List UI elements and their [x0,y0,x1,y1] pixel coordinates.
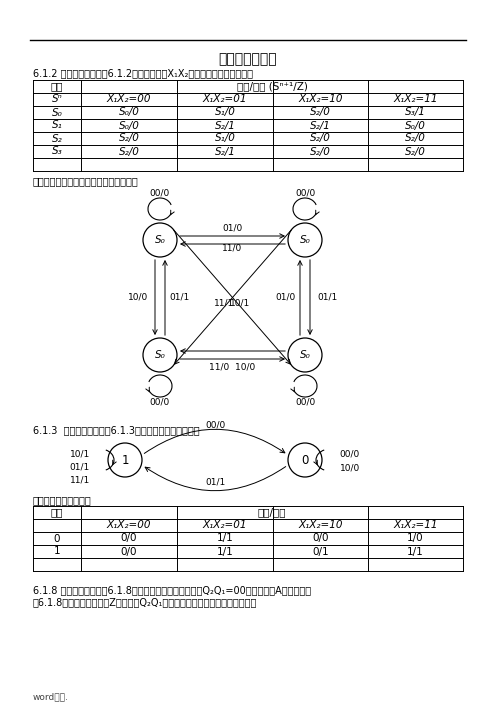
Text: X₁X₂=01: X₁X₂=01 [203,520,247,531]
Text: X₁X₂=00: X₁X₂=00 [107,520,151,531]
Text: 00/0: 00/0 [150,189,170,197]
Text: 11/0  10/0: 11/0 10/0 [209,362,255,371]
Text: S₀/0: S₀/0 [405,121,426,131]
Text: 0: 0 [54,534,60,543]
Text: S₂/0: S₂/0 [310,147,331,157]
Text: 解：其状态表如下表：: 解：其状态表如下表： [33,495,92,505]
Text: 00/0: 00/0 [295,397,315,406]
Text: 次态/输出: 次态/输出 [258,508,286,517]
Text: 00/0: 00/0 [150,397,170,406]
Text: X₁X₂=11: X₁X₂=11 [393,520,438,531]
Text: 10/1: 10/1 [70,449,90,458]
Text: 0: 0 [301,453,309,467]
Text: 第六章作业答案: 第六章作业答案 [219,52,277,66]
Text: S₂/0: S₂/0 [119,133,139,143]
Text: 00/0: 00/0 [295,189,315,197]
Text: Sⁿ: Sⁿ [52,95,62,105]
Text: S₀: S₀ [52,107,62,117]
Text: S₂: S₂ [52,133,62,143]
Text: 10/1: 10/1 [230,298,250,307]
Text: X₁X₂=11: X₁X₂=11 [393,95,438,105]
Text: 次态/输出 (Sⁿ⁺¹/Z): 次态/输出 (Sⁿ⁺¹/Z) [237,81,308,91]
Text: X₁X₂=10: X₁X₂=10 [298,95,343,105]
Text: 11/1: 11/1 [214,298,235,307]
Text: 01/1: 01/1 [70,463,90,472]
Text: S₁: S₁ [52,121,62,131]
Text: 1/0: 1/0 [407,534,424,543]
Text: 10/0: 10/0 [128,293,148,302]
Text: S₀/0: S₀/0 [119,107,139,117]
Text: 6.1.3  已知状态图如题图6.1.3所示，试列出其状态表。: 6.1.3 已知状态图如题图6.1.3所示，试列出其状态表。 [33,425,199,435]
Text: S₃/1: S₃/1 [405,107,426,117]
Text: 0/1: 0/1 [312,546,329,557]
Text: S₃: S₃ [52,147,62,157]
Text: 6.1.8 已知状态表如表题6.1.8所示，若电路的初始状态为Q₂Q₁=00，输入信号A的波形如图: 6.1.8 已知状态表如表题6.1.8所示，若电路的初始状态为Q₂Q₁=00，输… [33,585,311,595]
Text: S₀: S₀ [300,235,310,245]
Text: 1: 1 [121,453,129,467]
Text: 现态: 现态 [51,508,63,517]
Text: 01/1: 01/1 [170,293,190,302]
Text: X₁X₂=01: X₁X₂=01 [203,95,247,105]
Text: 10/0: 10/0 [340,463,360,472]
Text: 01/0: 01/0 [222,223,243,232]
Text: 00/0: 00/0 [340,449,360,458]
Text: 0/0: 0/0 [121,546,137,557]
Text: 1/1: 1/1 [217,534,234,543]
Text: S₂/1: S₂/1 [215,121,236,131]
Text: 1/1: 1/1 [407,546,424,557]
Text: 0/0: 0/0 [121,534,137,543]
Text: 11/0: 11/0 [222,244,243,253]
Text: S₂/0: S₂/0 [310,133,331,143]
Text: word版本.: word版本. [33,692,69,701]
Text: S₁/0: S₁/0 [215,133,236,143]
Text: S₀: S₀ [300,350,310,360]
Text: S₀/0: S₀/0 [119,121,139,131]
Text: S₂/0: S₂/0 [405,133,426,143]
Text: 01/1: 01/1 [317,293,337,302]
Text: 01/1: 01/1 [205,477,225,486]
Text: 0/0: 0/0 [312,534,329,543]
Text: X₁X₂=10: X₁X₂=10 [298,520,343,531]
Text: S₁/0: S₁/0 [215,107,236,117]
Text: 解：根据状态表作出对应的状态图如下：: 解：根据状态表作出对应的状态图如下： [33,176,139,186]
Text: 题6.1.8所示，输出信号为Z，试画出Q₂Q₁的波形（设触发器对下降沿敏感）。: 题6.1.8所示，输出信号为Z，试画出Q₂Q₁的波形（设触发器对下降沿敏感）。 [33,597,257,607]
Text: 6.1.2 已知状态表如表题6.1.2所示，输入为X₁X₂，试作出相应的状态图。: 6.1.2 已知状态表如表题6.1.2所示，输入为X₁X₂，试作出相应的状态图。 [33,68,253,78]
Text: 00/0: 00/0 [205,420,225,430]
Text: 1/1: 1/1 [217,546,234,557]
Text: 11/1: 11/1 [70,475,90,484]
Text: X₁X₂=00: X₁X₂=00 [107,95,151,105]
Text: S₂/0: S₂/0 [310,107,331,117]
Text: S₀: S₀ [155,350,165,360]
Text: 01/0: 01/0 [275,293,295,302]
Text: 1: 1 [54,546,61,557]
Text: S₂/0: S₂/0 [119,147,139,157]
Text: S₂/1: S₂/1 [215,147,236,157]
Text: S₂/1: S₂/1 [310,121,331,131]
Text: 现态: 现态 [51,81,63,91]
Text: S₀: S₀ [155,235,165,245]
Text: S₂/0: S₂/0 [405,147,426,157]
